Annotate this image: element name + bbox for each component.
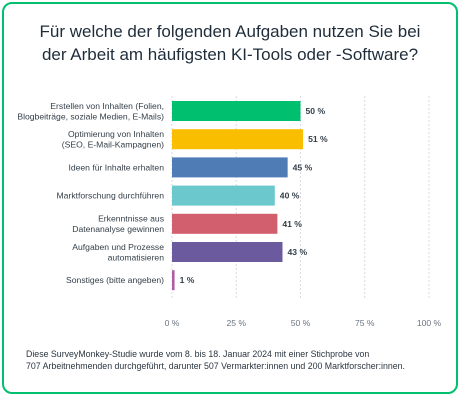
- category-label: Marktforschung durchführen: [57, 191, 165, 201]
- bar-value-label: 45 %: [293, 162, 313, 172]
- x-tick-label: 75 %: [355, 318, 375, 328]
- chart-title-line-2: der Arbeit am häufigsten KI-Tools oder -…: [41, 45, 419, 64]
- bar: [172, 157, 288, 178]
- bar: [172, 242, 283, 262]
- category-label: Erstellen von Inhalten (Folien, Blogbeitr…: [17, 101, 164, 122]
- bar-value-label: 43 %: [288, 247, 308, 257]
- bar: [172, 185, 275, 206]
- bar: [172, 129, 304, 150]
- x-tick-label: 0 %: [165, 318, 180, 328]
- category-label: Aufgaben und Prozesse automatisieren: [72, 242, 164, 263]
- bar-chart: 50 % Erstellen von Inhalten (Folien, Blogb…: [17, 96, 442, 328]
- category-label: Optimierung von Inhalten (SEO, E-Mail-Kam…: [62, 129, 164, 150]
- bar-value-label: 50 %: [306, 106, 326, 116]
- bar: [172, 101, 301, 121]
- bar: [172, 213, 278, 234]
- bar-value-label: 40 %: [280, 191, 300, 201]
- category-label: Ideen für Inhalte erhalten: [68, 162, 164, 172]
- chart-title-line-1: Für welche der folgenden Aufgaben nutzen…: [39, 22, 421, 41]
- x-tick-label: 50 %: [291, 318, 311, 328]
- bar-value-label: 1 %: [180, 275, 195, 285]
- bar-value-label: 41 %: [282, 219, 302, 229]
- survey-footnote-line-2: 707 Arbeitnehmenden durchgeführt, darunt…: [26, 361, 405, 371]
- chart-title: Für welche der folgenden Aufgaben nutzen…: [0, 20, 460, 66]
- bar: [172, 270, 175, 291]
- category-label: Erkenntnisse aus Datenanalyse gewinnen: [72, 214, 164, 235]
- category-label: Sonstiges (bitte angeben): [66, 275, 164, 285]
- survey-footnote: Diese SurveyMonkey-Studie wurde vom 8. b…: [26, 348, 446, 372]
- survey-footnote-line-1: Diese SurveyMonkey-Studie wurde vom 8. b…: [26, 349, 370, 359]
- bar-value-label: 51 %: [308, 134, 328, 144]
- x-tick-label: 100 %: [417, 318, 442, 328]
- x-tick-label: 25 %: [226, 318, 246, 328]
